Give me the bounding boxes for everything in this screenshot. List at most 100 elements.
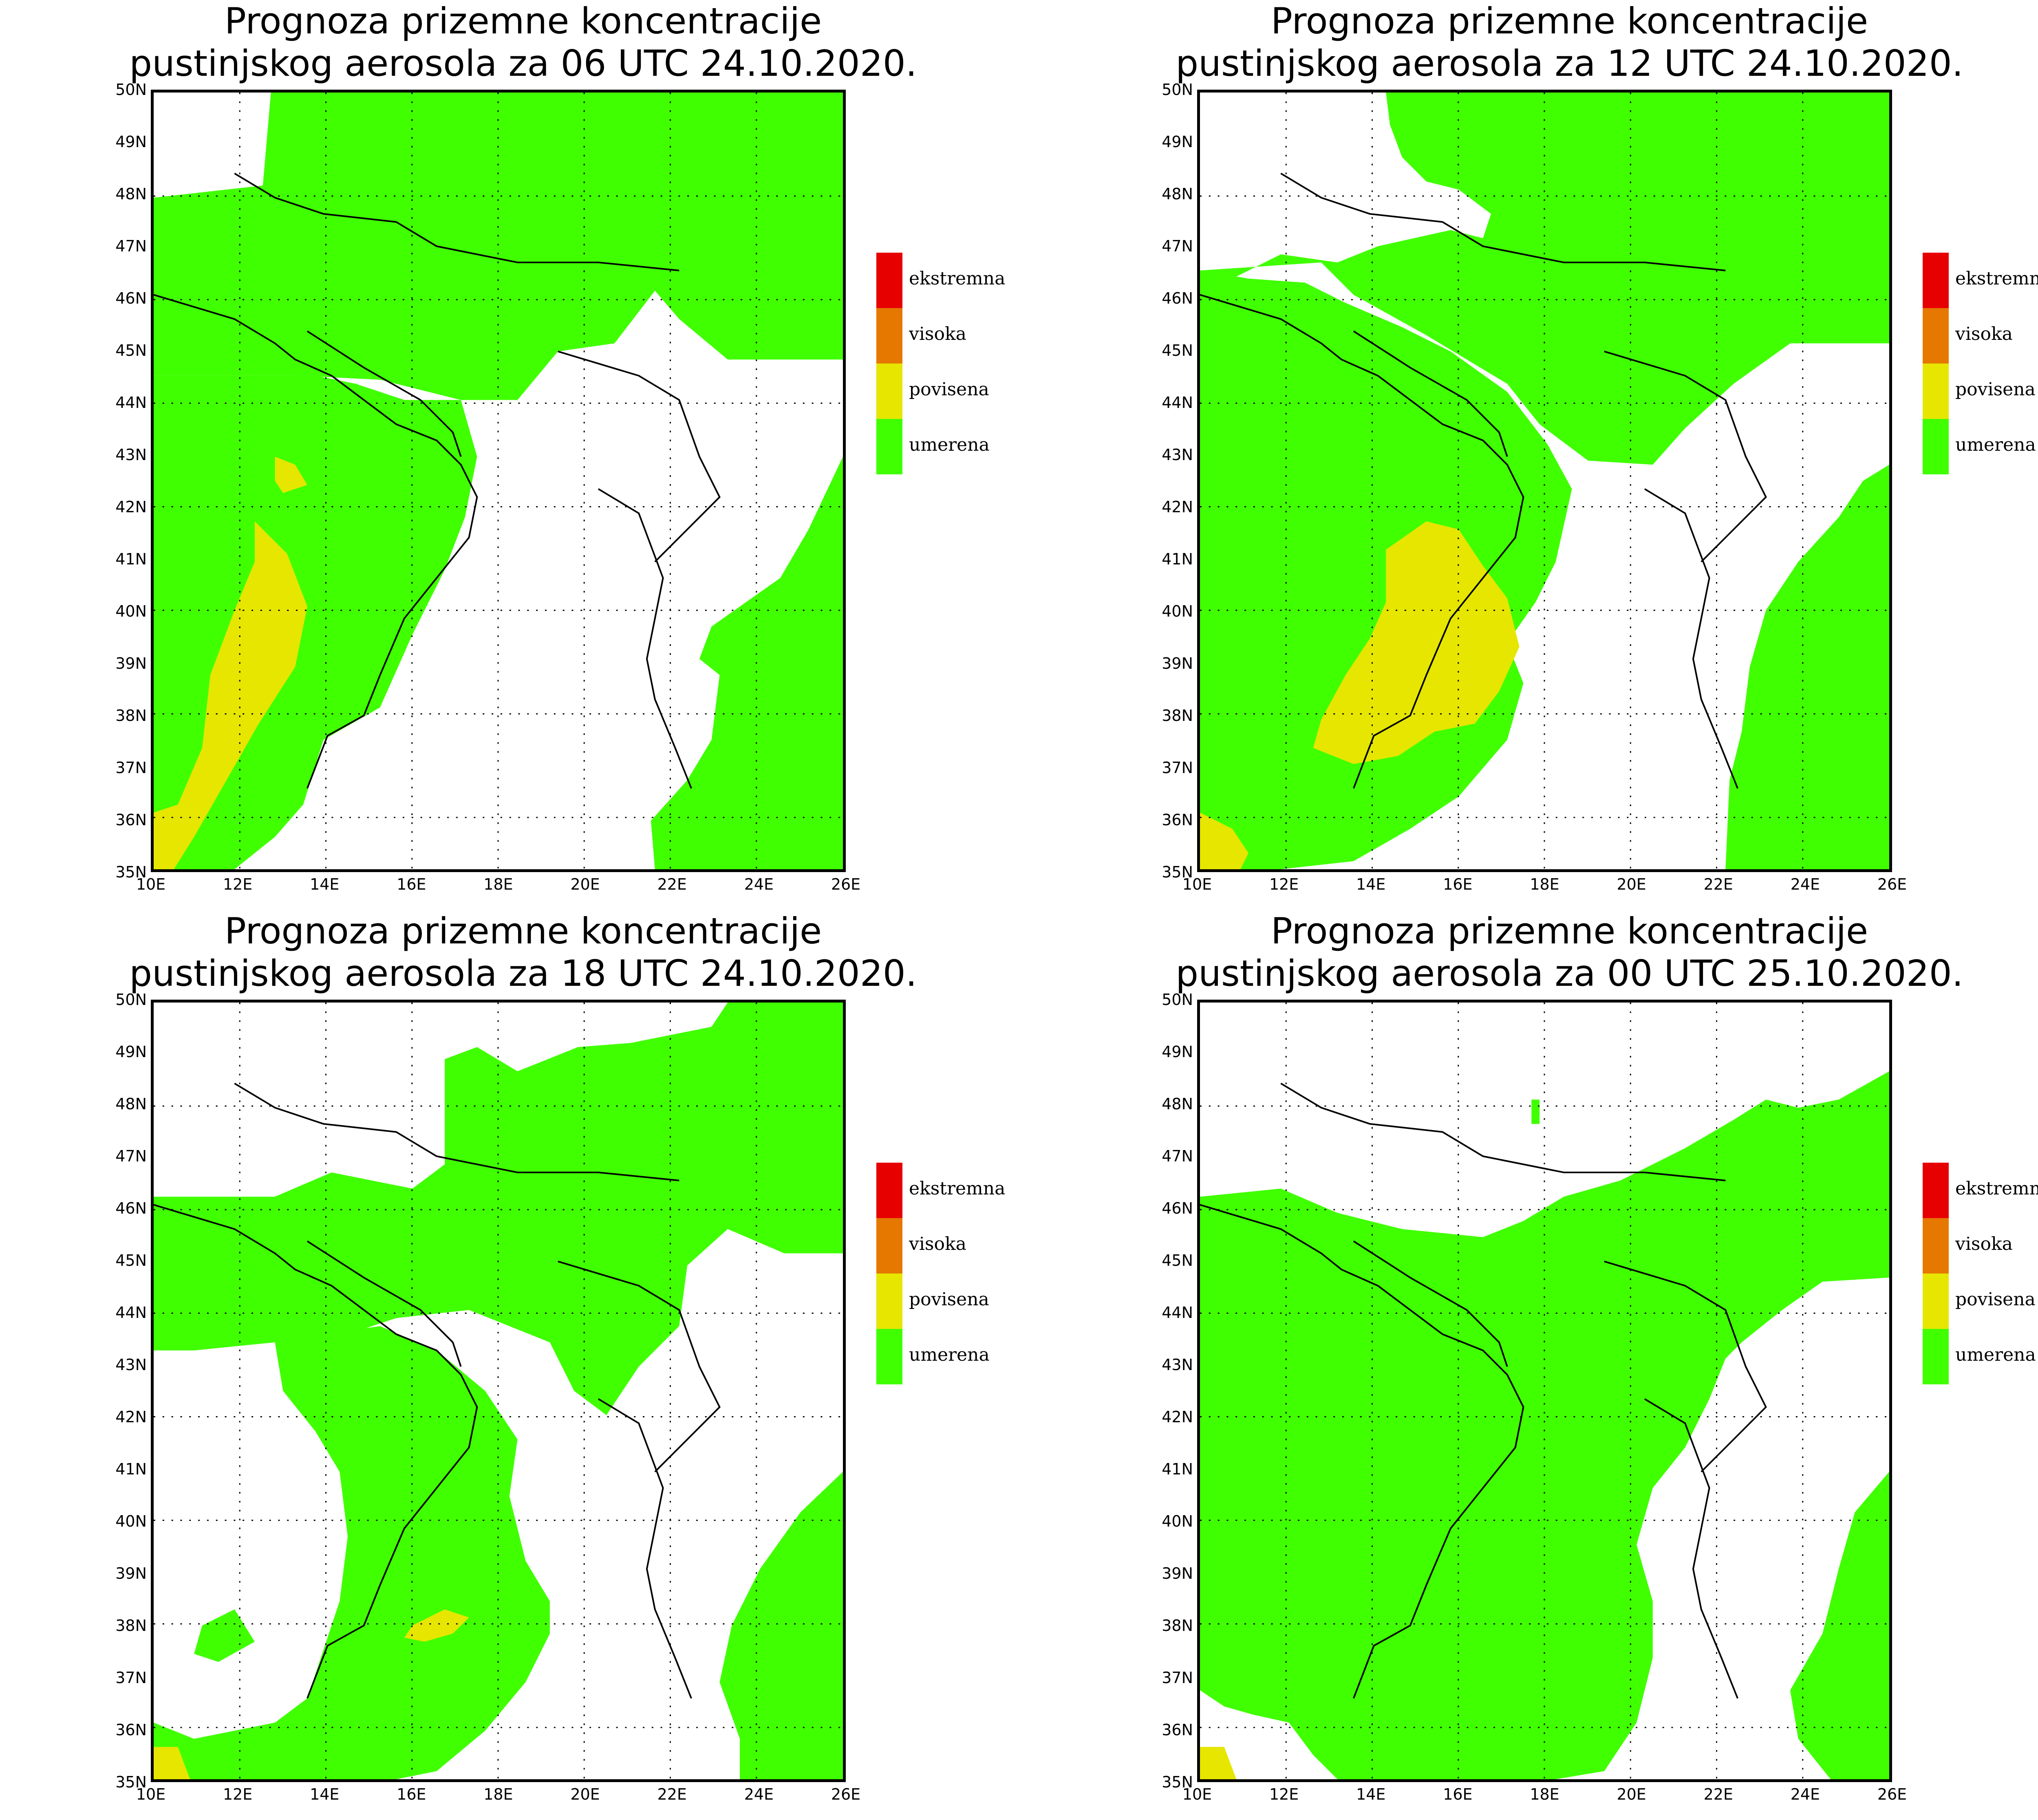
map-plot bbox=[154, 1003, 843, 1779]
latitude-tick-label: 44N bbox=[1162, 394, 1193, 412]
legend-label: visoka bbox=[1955, 1234, 2013, 1254]
panel-title: Prognoza prizemne koncentracije pustinjs… bbox=[1046, 910, 2038, 1000]
longitude-tick-label: 10E bbox=[136, 1785, 166, 1803]
longitude-tick-label: 24E bbox=[744, 875, 774, 893]
legend-swatch bbox=[1923, 253, 1949, 308]
legend-item: povisena bbox=[1923, 364, 2038, 419]
longitude-tick-label: 16E bbox=[397, 1785, 426, 1803]
legend-item: umerena bbox=[876, 1329, 1039, 1384]
longitude-tick-label: 12E bbox=[223, 1785, 253, 1803]
longitude-tick-label: 10E bbox=[1182, 1785, 1212, 1803]
legend-item: visoka bbox=[876, 1218, 1039, 1274]
dust-area-umerena bbox=[154, 1326, 550, 1779]
panel-title-line2: pustinjskog aerosola za 18 UTC 24.10.202… bbox=[129, 952, 917, 994]
map-area bbox=[151, 1000, 846, 1782]
legend-swatch bbox=[876, 1274, 902, 1329]
latitude-tick-label: 37N bbox=[115, 1669, 147, 1687]
latitude-tick-label: 40N bbox=[1162, 602, 1193, 620]
latitude-tick-label: 49N bbox=[115, 1043, 147, 1061]
latitude-tick-label: 41N bbox=[1162, 1460, 1193, 1478]
legend-label: umerena bbox=[1955, 434, 2036, 455]
legend-swatch bbox=[876, 419, 902, 474]
longitude-tick-label: 24E bbox=[744, 1785, 774, 1803]
legend-swatch bbox=[876, 1218, 902, 1274]
panel-title-line2: pustinjskog aerosola za 06 UTC 24.10.202… bbox=[129, 42, 917, 84]
legend-item: visoka bbox=[1923, 1218, 2038, 1274]
latitude-tick-label: 48N bbox=[1162, 185, 1193, 203]
panel-title: Prognoza prizemne koncentracije pustinjs… bbox=[0, 0, 1046, 90]
map-panel-00utc: Prognoza prizemne koncentracije pustinjs… bbox=[1046, 910, 2038, 1820]
latitude-tick-label: 49N bbox=[1162, 1043, 1193, 1061]
latitude-tick-label: 36N bbox=[1162, 1721, 1193, 1739]
panel-title: Prognoza prizemne koncentracije pustinjs… bbox=[0, 910, 1046, 1000]
longitude-tick-label: 22E bbox=[657, 1785, 687, 1803]
dust-area-povisena bbox=[1200, 813, 1249, 869]
latitude-tick-label: 43N bbox=[115, 1356, 147, 1374]
longitude-tick-label: 10E bbox=[1182, 875, 1212, 893]
latitude-tick-label: 48N bbox=[115, 185, 147, 203]
latitude-tick-label: 45N bbox=[1162, 1252, 1193, 1269]
legend-label: ekstremna bbox=[1955, 1178, 2038, 1199]
legend-label: umerena bbox=[909, 1344, 990, 1365]
legend: ekstremna visoka povisena umerena bbox=[876, 253, 1039, 481]
longitude-tick-label: 18E bbox=[1530, 875, 1559, 893]
latitude-tick-label: 39N bbox=[115, 654, 147, 672]
latitude-tick-label: 35N bbox=[115, 1773, 147, 1791]
latitude-tick-label: 36N bbox=[1162, 811, 1193, 829]
longitude-tick-label: 16E bbox=[1443, 1785, 1473, 1803]
map-panel-06utc: Prognoza prizemne koncentracije pustinjs… bbox=[0, 0, 1046, 910]
legend: ekstremna visoka povisena umerena bbox=[1923, 253, 2038, 481]
latitude-tick-label: 45N bbox=[115, 1252, 147, 1269]
latitude-tick-label: 40N bbox=[115, 602, 147, 620]
map-area bbox=[151, 90, 846, 872]
country-borders bbox=[1200, 1082, 1767, 1699]
longitude-tick-label: 16E bbox=[397, 875, 426, 893]
legend-swatch bbox=[876, 1163, 902, 1218]
map-plot bbox=[1200, 93, 1889, 869]
country-borders bbox=[154, 172, 721, 789]
dust-area-povisena bbox=[275, 456, 307, 493]
legend-swatch bbox=[876, 364, 902, 419]
latitude-tick-label: 46N bbox=[115, 289, 147, 307]
latitude-tick-label: 35N bbox=[115, 863, 147, 881]
latitude-tick-label: 38N bbox=[1162, 707, 1193, 725]
legend-swatch bbox=[1923, 1218, 1949, 1274]
dust-area-umerena bbox=[651, 456, 843, 869]
legend-item: visoka bbox=[876, 308, 1039, 364]
legend-item: ekstremna bbox=[876, 1163, 1039, 1218]
latitude-tick-label: 42N bbox=[1162, 1408, 1193, 1426]
legend-label: ekstremna bbox=[909, 268, 1006, 289]
longitude-tick-label: 20E bbox=[570, 875, 600, 893]
panel-title-line1: Prognoza prizemne koncentracije bbox=[224, 910, 822, 952]
longitude-tick-label: 24E bbox=[1790, 875, 1820, 893]
longitude-tick-label: 24E bbox=[1790, 1785, 1820, 1803]
latitude-tick-label: 47N bbox=[115, 1147, 147, 1165]
legend-item: ekstremna bbox=[1923, 1163, 2038, 1218]
longitude-tick-label: 14E bbox=[1356, 1785, 1386, 1803]
latitude-tick-label: 41N bbox=[115, 1460, 147, 1478]
legend-item: umerena bbox=[1923, 1329, 2038, 1384]
dust-area-umerena bbox=[154, 93, 843, 400]
latitude-tick-label: 36N bbox=[115, 811, 147, 829]
dust-area-umerena bbox=[1277, 1666, 1326, 1711]
legend-label: visoka bbox=[909, 1234, 966, 1254]
panel-title-line1: Prognoza prizemne koncentracije bbox=[1270, 0, 1868, 42]
dust-area-povisena bbox=[154, 521, 307, 869]
dust-area-povisena bbox=[1200, 1747, 1237, 1779]
latitude-tick-label: 42N bbox=[115, 498, 147, 516]
longitude-tick-label: 14E bbox=[310, 875, 340, 893]
longitude-tick-label: 18E bbox=[1530, 1785, 1559, 1803]
longitude-tick-label: 10E bbox=[136, 875, 166, 893]
panel-title-line2: pustinjskog aerosola za 00 UTC 25.10.202… bbox=[1176, 952, 1963, 994]
dust-area-umerena bbox=[1790, 1472, 1889, 1779]
latitude-tick-label: 39N bbox=[1162, 1564, 1193, 1582]
latitude-tick-label: 41N bbox=[1162, 550, 1193, 568]
legend-label: umerena bbox=[1955, 1344, 2036, 1365]
longitude-tick-label: 20E bbox=[1617, 875, 1646, 893]
panel-title-line1: Prognoza prizemne koncentracije bbox=[224, 0, 822, 42]
map-panel-18utc: Prognoza prizemne koncentracije pustinjs… bbox=[0, 910, 1046, 1820]
latitude-tick-label: 42N bbox=[115, 1408, 147, 1426]
legend-swatch bbox=[876, 308, 902, 364]
latitude-tick-label: 36N bbox=[115, 1721, 147, 1739]
latitude-tick-label: 48N bbox=[115, 1095, 147, 1113]
